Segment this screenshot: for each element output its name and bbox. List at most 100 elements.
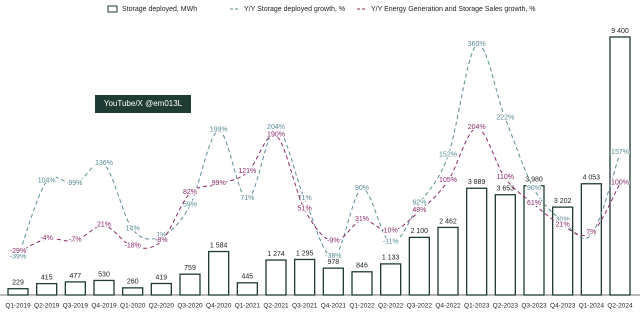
bar-value-label: 445: [241, 274, 253, 281]
line-value-label: 99%: [212, 180, 226, 187]
line-value-label: 62%: [412, 200, 426, 207]
x-tick-label: Q1-2022: [349, 303, 375, 310]
bar-value-label: 1 584: [210, 242, 228, 249]
line-value-label: 204%: [468, 124, 486, 131]
x-tick-label: Q4-2021: [321, 303, 347, 310]
bar: [609, 36, 631, 296]
line-value-label: 90%: [355, 185, 369, 192]
line: [17, 127, 621, 253]
x-tick-label: Q4-2020: [206, 303, 232, 310]
bar: [494, 194, 516, 296]
line-value-label: -8%: [155, 237, 167, 244]
bar-value-label: 260: [127, 279, 139, 286]
line-value-label: 82%: [183, 189, 197, 196]
line-value-label: -29%: [10, 248, 26, 255]
x-tick-label: Q1-2020: [120, 303, 146, 310]
bar: [322, 267, 344, 296]
line-value-label: 121%: [238, 168, 256, 175]
bar-value-label: 978: [327, 259, 339, 266]
bar: [122, 287, 144, 296]
watermark: YouTube/X @em013L: [95, 95, 191, 113]
line-value-label: 21%: [97, 222, 111, 229]
bar: [408, 236, 430, 296]
x-tick-label: Q3-2021: [292, 303, 318, 310]
bar: [150, 282, 172, 296]
bar-value-label: 1 295: [296, 250, 314, 257]
x-tick-label: Q2-2024: [607, 303, 633, 310]
x-tick-label: Q3-2019: [63, 303, 89, 310]
bar-value-label: 3 980: [525, 177, 543, 184]
bar: [265, 259, 287, 296]
bar: [580, 183, 602, 296]
bar: [36, 282, 58, 296]
line-value-label: 199%: [210, 127, 228, 134]
bar: [294, 258, 316, 296]
line-value-label: -7%: [69, 236, 81, 243]
bar: [466, 187, 488, 296]
line-value-label: -38%: [325, 253, 341, 260]
bar: [7, 288, 29, 296]
x-tick-label: Q2-2020: [149, 303, 175, 310]
line-value-label: 100%: [611, 179, 629, 186]
line-value-label: 110%: [497, 174, 514, 181]
line-value-label: 360%: [468, 41, 486, 48]
line-value-label: 157%: [611, 149, 629, 156]
line-value-label: -18%: [124, 242, 140, 249]
x-tick-label: Q2-2022: [378, 303, 404, 310]
bar-value-label: 1 133: [382, 255, 400, 262]
x-tick-label: Q2-2021: [263, 303, 289, 310]
line-value-label: 204%: [267, 124, 285, 131]
bar: [93, 279, 115, 296]
line-value-label: -9%: [327, 238, 339, 245]
line-value-label: 61%: [527, 200, 541, 207]
bar-value-label: 9 400: [611, 28, 629, 35]
x-tick-label: Q1-2023: [464, 303, 490, 310]
bar: [523, 185, 545, 296]
bar-value-label: 229: [12, 280, 24, 287]
bar: [380, 263, 402, 296]
line-value-label: 105%: [439, 177, 457, 184]
bar: [64, 281, 86, 296]
x-tick-label: Q3-2022: [407, 303, 433, 310]
line-value-label: -4%: [40, 235, 52, 242]
bar: [179, 273, 201, 296]
line-value-label: 59%: [183, 201, 197, 208]
x-tick-label: Q2-2019: [34, 303, 60, 310]
line: [17, 44, 621, 258]
line-value-label: 1%: [156, 232, 166, 239]
legend-label: Storage deployed, MWh: [122, 6, 197, 13]
bar-value-label: 4 053: [583, 175, 601, 182]
x-tick-label: Q4-2023: [550, 303, 576, 310]
bar-value-label: 846: [356, 263, 368, 270]
line-value-label: 30%: [556, 217, 570, 224]
line-value-label: 14%: [126, 225, 140, 232]
line-value-label: 136%: [95, 160, 113, 167]
bar: [208, 250, 230, 296]
line-value-label: 51%: [298, 206, 312, 213]
bar: [437, 226, 459, 296]
line-value-label: 99%: [68, 180, 82, 187]
bar-value-label: 530: [98, 271, 110, 278]
legend-label: Y/Y Energy Generation and Storage Sales …: [371, 6, 535, 13]
watermark-box: [95, 95, 191, 113]
line-value-label: 222%: [496, 114, 514, 121]
bar-value-label: 477: [69, 273, 81, 280]
x-tick-label: Q4-2022: [435, 303, 461, 310]
bar-value-label: 419: [155, 274, 167, 281]
watermark-text: YouTube/X @em013L: [104, 99, 183, 108]
line-value-label: 152%: [439, 152, 457, 159]
line-value-label: 21%: [556, 222, 570, 229]
bar-value-label: 1 274: [267, 251, 285, 258]
x-tick-label: Q1-2021: [235, 303, 261, 310]
bar-value-label: 3 653: [497, 186, 515, 193]
line-value-label: 4%: [586, 231, 596, 238]
x-tick-label: Q4-2019: [91, 303, 117, 310]
bar-value-label: 759: [184, 265, 196, 272]
bar: [552, 206, 574, 296]
line-value-label: 7%: [586, 229, 596, 236]
bar-value-label: 2 100: [411, 228, 429, 235]
line-value-label: -39%: [10, 254, 26, 261]
line-value-label: 31%: [355, 216, 369, 223]
line-value-label: 90%: [527, 185, 541, 192]
